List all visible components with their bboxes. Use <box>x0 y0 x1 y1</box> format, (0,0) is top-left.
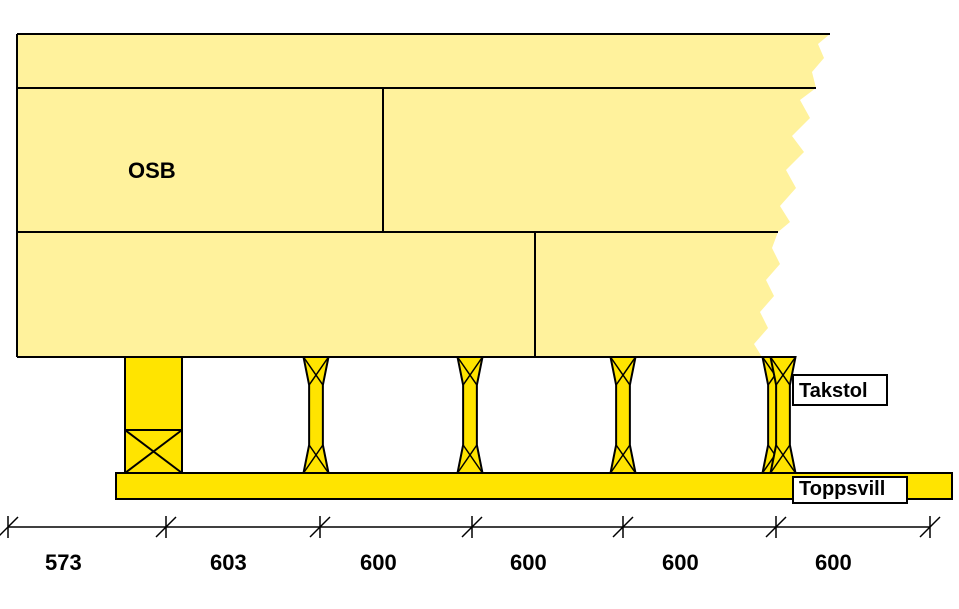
dimension-value: 600 <box>510 550 547 575</box>
dimension-value: 603 <box>210 550 247 575</box>
dimension-value: 600 <box>360 550 397 575</box>
osb-label: OSB <box>128 158 176 183</box>
osb-slab <box>17 34 830 357</box>
dimension-value: 600 <box>662 550 699 575</box>
dimension-value: 573 <box>45 550 82 575</box>
toppsvill-label: Toppsvill <box>799 478 885 500</box>
corner-post <box>125 357 182 473</box>
dimension-value: 600 <box>815 550 852 575</box>
takstol-label: Takstol <box>799 380 868 402</box>
